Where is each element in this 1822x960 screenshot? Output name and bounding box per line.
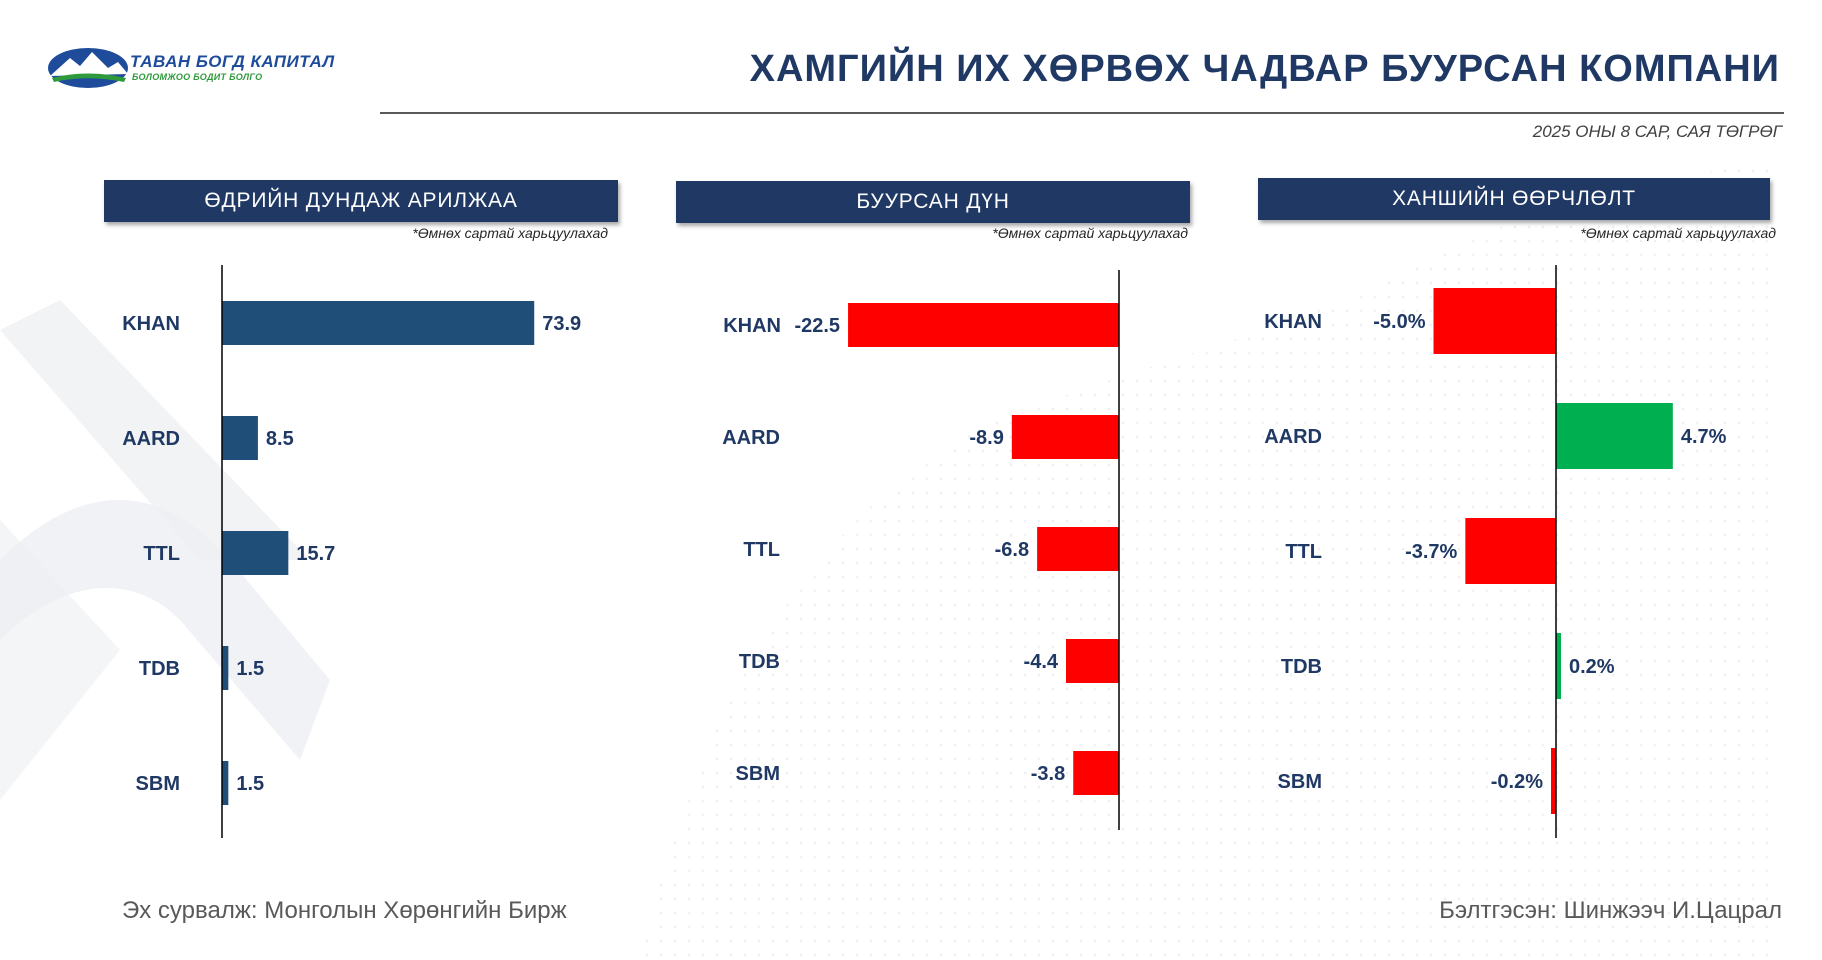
category-label-khan: KHAN	[723, 315, 781, 337]
category-label-tdb: TDB	[739, 651, 780, 673]
bar-aard	[222, 416, 258, 460]
value-label-sbm: -0.2%	[1491, 771, 1543, 793]
logo-tagline: БОЛОМЖОО БОДИТ БОЛГО	[132, 72, 263, 82]
bar-tdb	[1556, 633, 1561, 699]
category-label-aard: AARD	[122, 428, 180, 450]
bar-ttl	[222, 531, 289, 575]
bar-tdb	[222, 646, 229, 690]
value-label-ttl: -6.8	[995, 539, 1029, 561]
bar-tdb	[1066, 639, 1119, 683]
page-subtitle: 2025 ОНЫ 8 САР, САЯ ТӨГРӨГ	[1532, 122, 1782, 141]
value-label-tdb: 0.2%	[1569, 656, 1615, 678]
category-label-sbm: SBM	[1278, 771, 1322, 793]
bar-khan	[222, 301, 535, 345]
category-label-ttl: TTL	[1285, 541, 1322, 563]
logo-name: ТАВАН БОГД КАПИТАЛ	[130, 52, 335, 71]
bar-sbm	[1073, 751, 1119, 795]
source-note: Эх сурвалж: Монголын Хөрөнгийн Бирж	[122, 897, 567, 924]
bar-khan	[1433, 288, 1556, 354]
value-label-aard: 8.5	[266, 428, 294, 450]
category-label-aard: AARD	[722, 427, 780, 449]
value-label-ttl: -3.7%	[1405, 541, 1457, 563]
value-label-aard: -8.9	[969, 427, 1003, 449]
bar-aard	[1011, 415, 1119, 459]
category-label-tdb: TDB	[139, 658, 180, 680]
bar-ttl	[1037, 527, 1119, 571]
category-label-tdb: TDB	[1281, 656, 1322, 678]
value-label-tdb: 1.5	[236, 658, 264, 680]
category-label-ttl: TTL	[743, 539, 780, 561]
value-label-sbm: -3.8	[1031, 763, 1065, 785]
panel-header-price-change: ХАНШИЙН ӨӨРЧЛӨЛТ	[1258, 178, 1770, 220]
mountain-logo-icon	[48, 48, 128, 88]
panel-note-decrease-amount: *Өмнөх сартай харьцуулахад	[992, 225, 1188, 241]
panel-header-daily-trading: ӨДРИЙН ДУНДАЖ АРИЛЖАА	[104, 180, 618, 222]
value-label-khan: -22.5	[794, 315, 840, 337]
bar-sbm	[222, 761, 229, 805]
value-label-tdb: -4.4	[1024, 651, 1059, 673]
value-label-ttl: 15.7	[296, 543, 335, 565]
panel-note-daily-trading: *Өмнөх сартай харьцуулахад	[412, 225, 608, 241]
category-label-aard: AARD	[1264, 426, 1322, 448]
bar-sbm	[1551, 748, 1556, 814]
value-label-aard: 4.7%	[1681, 426, 1727, 448]
category-label-ttl: TTL	[143, 543, 180, 565]
value-label-sbm: 1.5	[236, 773, 264, 795]
panel-note-price-change: *Өмнөх сартай харьцуулахад	[1580, 225, 1776, 241]
value-label-khan: 73.9	[542, 313, 581, 335]
category-label-khan: KHAN	[1264, 311, 1322, 333]
bar-khan	[848, 303, 1119, 347]
value-label-khan: -5.0%	[1373, 311, 1425, 333]
panel-header-decrease-amount: БУУРСАН ДҮН	[676, 181, 1190, 223]
company-logo: ТАВАН БОГД КАПИТАЛ БОЛОМЖОО БОДИТ БОЛГО	[46, 46, 346, 94]
page-title: ХАМГИЙН ИХ ХӨРВӨХ ЧАДВАР БУУРСАН КОМПАНИ	[749, 48, 1780, 90]
category-label-sbm: SBM	[136, 773, 180, 795]
category-label-khan: KHAN	[122, 313, 180, 335]
bar-aard	[1556, 403, 1673, 469]
title-divider	[380, 112, 1784, 114]
prepared-by-note: Бэлтгэсэн: Шинжээч И.Цацрал	[1439, 897, 1782, 924]
category-label-sbm: SBM	[736, 763, 780, 785]
bar-ttl	[1465, 518, 1556, 584]
